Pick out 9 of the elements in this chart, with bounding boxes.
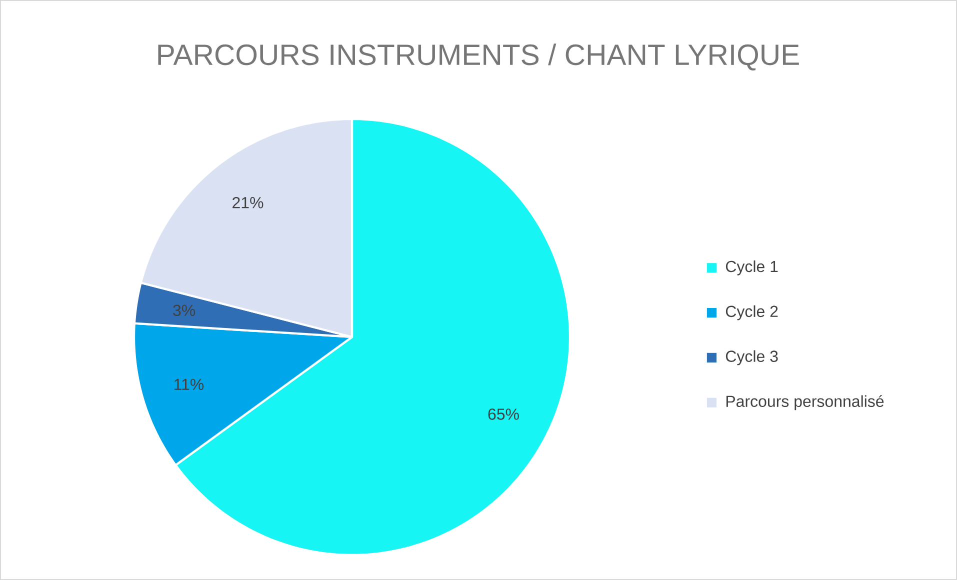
data-label: 11% bbox=[174, 378, 204, 390]
legend-label: Cycle 1 bbox=[726, 260, 778, 276]
legend-label: Parcours personnalisé bbox=[726, 395, 884, 410]
data-label: 21% bbox=[232, 197, 264, 208]
data-label: 3% bbox=[173, 304, 196, 316]
chart-title: PARCOURS INSTRUMENTS / CHANT LYRIQUE bbox=[158, 44, 799, 70]
legend-label: Cycle 3 bbox=[726, 350, 778, 366]
legend-label: Cycle 2 bbox=[726, 305, 778, 320]
data-label: 65% bbox=[488, 408, 519, 420]
